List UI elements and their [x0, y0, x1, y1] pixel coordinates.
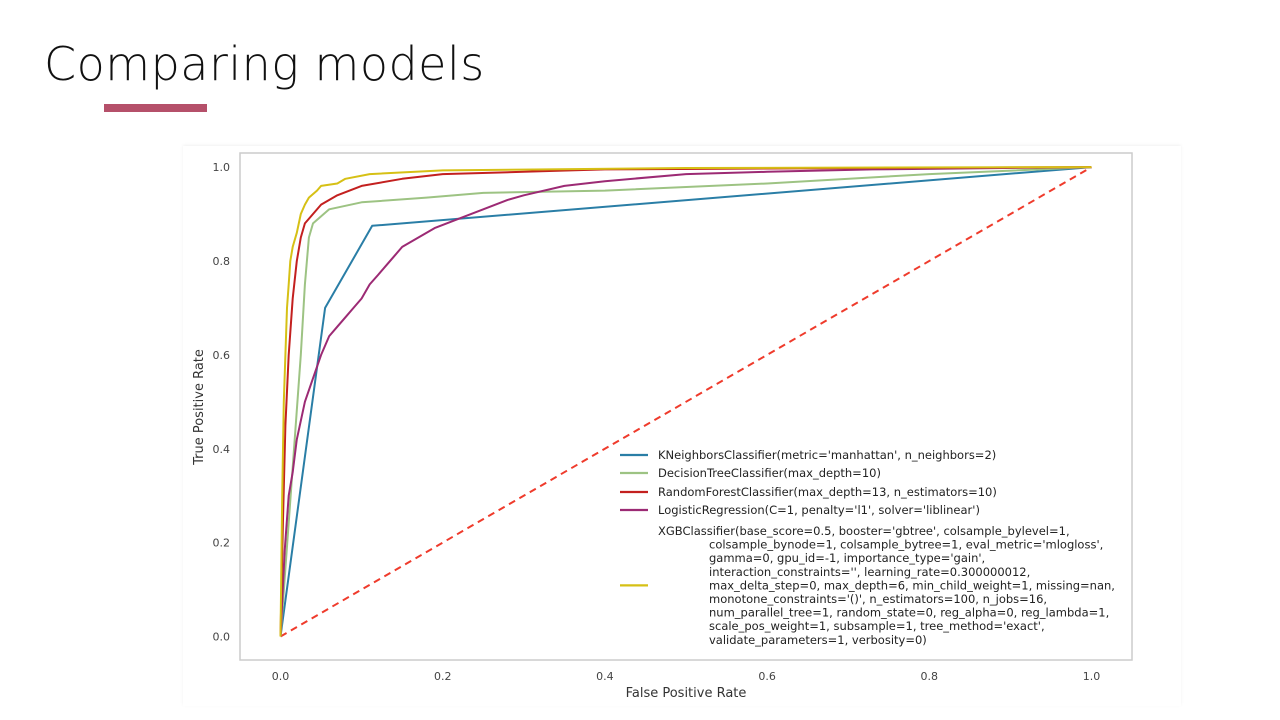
legend-entry-label: max_delta_step=0, max_depth=6, min_child… — [709, 578, 1115, 592]
roc-curve-series-3 — [279, 166, 1092, 637]
y-tick-label: 1.0 — [213, 161, 231, 174]
slide-title: Comparing models — [44, 37, 485, 91]
legend-entry-label: DecisionTreeClassifier(max_depth=10) — [658, 466, 881, 480]
legend-entry-label: LogisticRegression(C=1, penalty='l1', so… — [658, 503, 980, 517]
roc-chart: 0.0 0.2 0.4 0.6 0.8 1.0 0.0 0.2 0.4 0.6 0.8 1.0 Fa… — [192, 152, 1133, 701]
legend-entry-label: RandomForestClassifier(max_depth=13, n_e… — [658, 485, 997, 499]
x-tick-label: 1.0 — [1083, 670, 1101, 683]
legend-entry-label: interaction_constraints='', learning_rat… — [709, 565, 1030, 579]
chart-frame: 0.0 0.2 0.4 0.6 0.8 1.0 0.0 0.2 0.4 0.6 0.8 1.0 Fa… — [183, 146, 1181, 706]
plot-area-border — [239, 152, 1133, 661]
legend-entry-label: gamma=0, gpu_id=-1, importance_type='gai… — [709, 551, 985, 565]
legend-entry-label: colsample_bynode=1, colsample_bytree=1, … — [709, 538, 1103, 552]
roc-curve-series-0 — [279, 166, 1092, 637]
y-tick-label: 0.0 — [213, 631, 231, 644]
y-tick-label: 0.8 — [213, 255, 231, 268]
x-axis-label: False Positive Rate — [626, 686, 747, 701]
roc-curve-series-2 — [279, 166, 1092, 637]
x-tick-label: 0.6 — [758, 670, 776, 683]
legend-entry-label: XGBClassifier(base_score=0.5, booster='g… — [658, 524, 1070, 538]
legend: KNeighborsClassifier(metric='manhattan',… — [620, 448, 1115, 647]
legend-entry-label: scale_pos_weight=1, subsample=1, tree_me… — [709, 619, 1045, 633]
roc-curve-series-1 — [279, 166, 1092, 637]
legend-entry-label: KNeighborsClassifier(metric='manhattan',… — [658, 448, 996, 462]
x-tick-label: 0.8 — [921, 670, 939, 683]
legend-entry-label: monotone_constraints='()', n_estimators=… — [709, 592, 1047, 606]
series-lines — [279, 166, 1093, 638]
y-tick-label: 0.2 — [213, 537, 231, 550]
y-tick-label: 0.6 — [213, 349, 231, 362]
x-tick-label: 0.0 — [272, 670, 290, 683]
y-axis-label: True Positive Rate — [192, 349, 207, 466]
chance-diagonal-line — [279, 166, 1093, 638]
y-tick-labels: 0.0 0.2 0.4 0.6 0.8 1.0 — [213, 161, 231, 643]
legend-entry-label: num_parallel_tree=1, random_state=0, reg… — [709, 606, 1109, 620]
title-underline — [104, 104, 207, 112]
x-tick-label: 0.4 — [596, 670, 614, 683]
y-tick-label: 0.4 — [213, 443, 231, 456]
legend-entry-label: validate_parameters=1, verbosity=0) — [709, 633, 927, 647]
x-tick-labels: 0.0 0.2 0.4 0.6 0.8 1.0 — [272, 670, 1100, 683]
roc-curve-series-4 — [279, 166, 1092, 637]
x-tick-label: 0.2 — [434, 670, 452, 683]
